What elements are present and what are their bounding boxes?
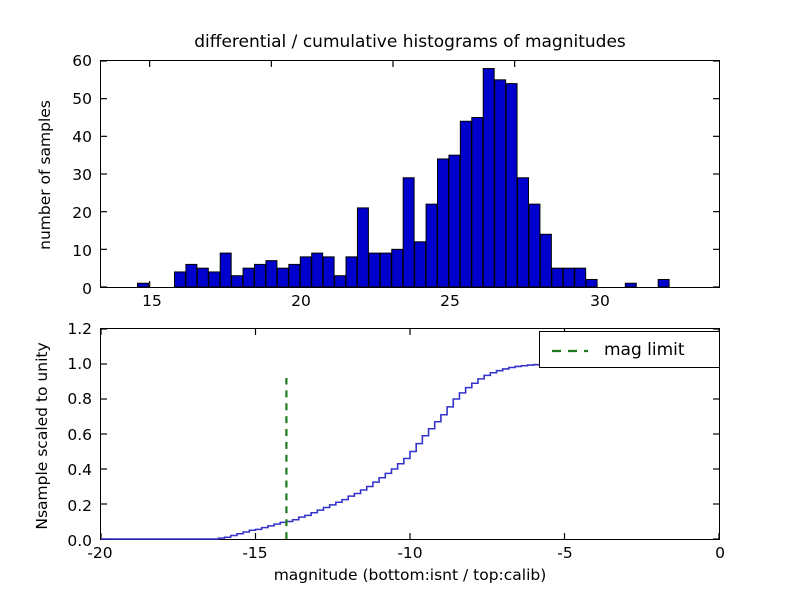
bottom-xtick-0: 0 — [700, 544, 740, 562]
top-ytick-50: 50 — [48, 90, 92, 108]
top-ytick-30: 30 — [48, 166, 92, 184]
top-ytick-20: 20 — [48, 204, 92, 222]
top-histogram-axes — [100, 60, 720, 288]
bottom-xtick-m20: -20 — [80, 544, 120, 562]
figure-canvas: differential / cumulative histograms of … — [0, 0, 800, 600]
legend-line-icon — [550, 344, 590, 358]
top-histogram-plot — [101, 61, 719, 287]
top-ytick-0: 0 — [48, 280, 92, 298]
top-ylabel: number of samples — [36, 85, 54, 265]
dashed-line-swatch — [550, 343, 590, 357]
legend: mag limit — [539, 331, 720, 368]
legend-label-mag-limit: mag limit — [604, 340, 685, 360]
top-ytick-40: 40 — [48, 128, 92, 146]
bottom-xtick-m15: -15 — [235, 544, 275, 562]
top-xtick-25: 25 — [430, 292, 470, 310]
top-ytick-10: 10 — [48, 242, 92, 260]
top-xtick-15: 15 — [132, 292, 172, 310]
figure-xlabel: magnitude (bottom:isnt / top:calib) — [100, 566, 720, 584]
top-ytick-60: 60 — [48, 52, 92, 70]
top-xtick-20: 20 — [281, 292, 321, 310]
bottom-ylabel: Nsample scaled to unity — [33, 328, 51, 544]
figure-title: differential / cumulative histograms of … — [100, 32, 720, 52]
top-xtick-30: 30 — [580, 292, 620, 310]
bottom-xtick-m10: -10 — [390, 544, 430, 562]
bottom-xtick-m5: -5 — [545, 544, 585, 562]
